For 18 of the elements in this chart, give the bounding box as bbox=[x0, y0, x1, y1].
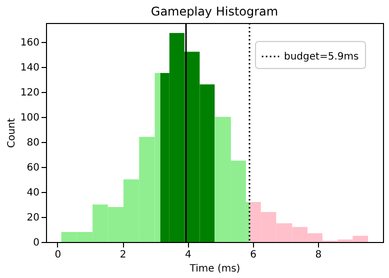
x-tick-label: 4 bbox=[184, 250, 192, 260]
y-axis-title: Count bbox=[6, 118, 18, 148]
y-tick-label: 140 bbox=[20, 62, 40, 74]
x-axis-title: Time (ms) bbox=[188, 264, 240, 274]
ref-line-label: budget=5.9ms bbox=[284, 52, 359, 62]
y-tick-label: 160 bbox=[20, 37, 40, 48]
y-tick-label: 40 bbox=[26, 187, 40, 198]
x-tick-label: 6 bbox=[250, 250, 256, 260]
chart-title: Gameplay Histogram bbox=[150, 4, 278, 18]
x-tick-label: 0 bbox=[54, 250, 62, 260]
x-tick-label: 2 bbox=[120, 250, 126, 260]
y-tick-label: 60 bbox=[26, 162, 40, 174]
y-tick-label: 20 bbox=[26, 212, 40, 224]
y-tick-label: 100 bbox=[20, 112, 40, 124]
y-tick-label: 120 bbox=[20, 87, 40, 98]
y-tick-label: 0 bbox=[33, 238, 40, 248]
y-tick-label: 80 bbox=[26, 137, 40, 148]
x-tick-label: 8 bbox=[315, 250, 322, 260]
